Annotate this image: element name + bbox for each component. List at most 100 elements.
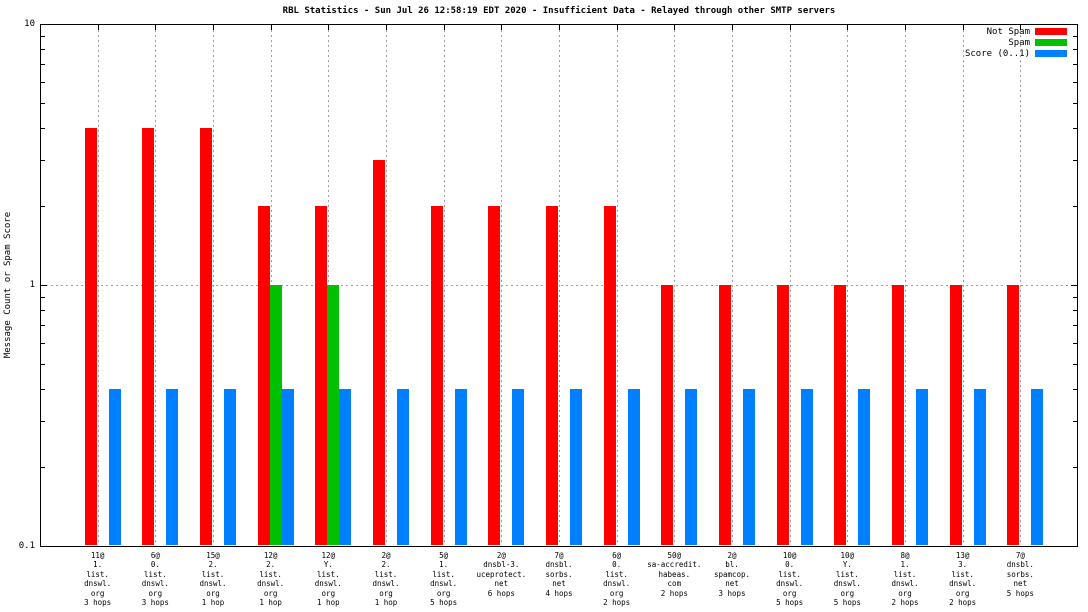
bar-not-spam (892, 285, 904, 545)
y-tick-mark (41, 36, 45, 37)
x-axis-label-line: 0. (612, 560, 622, 570)
x-axis-label-line: net (1013, 579, 1028, 589)
legend-swatch (1035, 50, 1067, 57)
x-axis-label-line: spamcop. (713, 569, 751, 579)
x-axis-label-line: dnswl. (430, 579, 458, 589)
x-axis-label-line: list. (893, 569, 917, 579)
x-axis-label-line: 15@ (206, 551, 220, 560)
x-axis-label-line: 2. (381, 560, 391, 570)
bar-not-spam (834, 285, 847, 545)
x-axis-label-line: dnsbl. (1006, 560, 1034, 570)
y-tick-mark (41, 343, 45, 344)
x-axis-label-line: dnswl. (833, 579, 861, 589)
bar-score-0-1 (397, 388, 409, 545)
x-tick-mark (962, 25, 964, 30)
x-axis-label-line: 13@ (955, 551, 970, 560)
bar-score-0-1 (512, 388, 525, 545)
x-axis-label: 7@ dnsbl. sorbs. net 5 hops (988, 551, 1052, 598)
x-tick-mark (443, 25, 445, 30)
x-axis-label-line: 3 hops (141, 598, 169, 608)
x-axis-label: 50@ sa-accredit. habeas. com 2 hops (642, 551, 706, 598)
x-axis-label-line: net (494, 579, 509, 589)
x-axis-label-line: net (552, 579, 566, 589)
bar-not-spam (488, 206, 501, 545)
y-tick-mark (41, 82, 45, 83)
x-axis-label-line: dnswl. (84, 579, 112, 589)
x-axis-label-line: dnswl. (141, 579, 169, 589)
x-axis-label-line: org (840, 588, 855, 598)
x-axis-label-line: 50@ (667, 551, 682, 560)
x-axis-label-line: 2 hops (891, 598, 919, 608)
x-axis-label-line: 10@ (782, 551, 797, 560)
bar-not-spam (776, 285, 789, 545)
bar-not-spam (373, 160, 385, 545)
plot-area (40, 24, 1078, 547)
y-tick-mark (41, 49, 45, 50)
x-axis-label-line: dnswl. (949, 579, 977, 589)
x-axis-label-line: 6@ (612, 551, 622, 560)
x-axis-label-line: 1. (900, 560, 910, 570)
x-axis-label-line: 6 hops (487, 588, 515, 598)
x-tick-mark (155, 25, 157, 30)
y-tick-mark (1073, 364, 1077, 365)
x-axis-label: 13@ 3. list. dnswl. org 2 hops (931, 551, 995, 607)
y-tick-mark (1073, 64, 1077, 65)
x-axis-label-line: dnswl. (199, 579, 227, 589)
x-axis-label-line: 2@ (381, 551, 391, 560)
x-tick-mark (328, 25, 330, 30)
bar-score-0-1 (166, 388, 179, 545)
x-axis-label: 15@ 2. list. dnswl. org 1 hop (181, 551, 245, 607)
bar-not-spam (257, 206, 270, 545)
chart-title: RBL Statistics - Sun Jul 26 12:58:19 EDT… (282, 6, 836, 16)
x-axis-label-line: 0. (150, 560, 160, 570)
x-tick-mark (674, 25, 676, 30)
x-axis-label-line: 1 hop (201, 598, 225, 608)
x-axis-label-line: 2 hops (949, 598, 977, 608)
x-axis-label-line: list. (432, 569, 455, 579)
x-axis-label-line: 7@ (554, 551, 564, 560)
x-axis-label-line: uceprotect. (476, 569, 527, 579)
x-axis-label-line: dnsbl. (545, 560, 573, 570)
x-axis-label-line: 3 hops (84, 598, 112, 608)
y-tick-mark (41, 103, 45, 104)
y-tick-label: 10 (24, 18, 35, 29)
x-tick-mark (559, 25, 560, 30)
bar-score-0-1 (916, 388, 928, 545)
bar-score-0-1 (1031, 388, 1044, 545)
x-axis-label-line: org (898, 588, 912, 598)
bar-score-0-1 (570, 388, 582, 545)
x-axis-label: 10@ 0. list. dnswl. org 5 hops (758, 551, 822, 607)
x-axis-label-line: org (148, 588, 163, 598)
x-axis-label-line: 5 hops (833, 598, 861, 608)
bar-score-0-1 (627, 388, 640, 545)
y-tick-mark (41, 421, 45, 422)
legend-swatch (1035, 28, 1067, 35)
x-axis-label-line: 5@ (439, 551, 449, 560)
x-axis-label-line: list. (317, 569, 340, 579)
y-tick-mark (1073, 160, 1077, 161)
bar-score-0-1 (858, 388, 871, 545)
x-axis-label-line: net (725, 579, 739, 589)
legend-label: Score (0..1) (964, 48, 1030, 59)
x-axis-label-line: org (263, 588, 278, 598)
x-axis-label-line: dnswl. (314, 579, 342, 589)
y-tick-mark (41, 389, 45, 390)
bar-score-0-1 (108, 388, 121, 545)
x-axis-label-line: 10@ (840, 551, 855, 560)
y-tick-mark (41, 364, 45, 365)
x-axis-label-line: 12@ (263, 551, 278, 560)
bar-not-spam (1007, 285, 1020, 545)
x-axis-label-line: list. (259, 569, 282, 579)
x-axis-label-line: habeas. (658, 569, 691, 579)
bar-not-spam (200, 127, 212, 545)
x-axis-label-line: 2 hops (660, 588, 688, 598)
x-axis-label-line: list. (374, 569, 398, 579)
x-axis-label: 8@ 1. list. dnswl. org 2 hops (873, 551, 937, 607)
x-axis-label-line: org (782, 588, 797, 598)
x-axis-label-line: 12@ (321, 551, 336, 560)
x-axis-label-line: org (90, 588, 105, 598)
x-axis-label-line: 5 hops (430, 598, 458, 608)
y-tick-mark (41, 206, 45, 207)
x-axis-label-line: list. (951, 569, 974, 579)
bar-score-0-1 (800, 388, 813, 545)
